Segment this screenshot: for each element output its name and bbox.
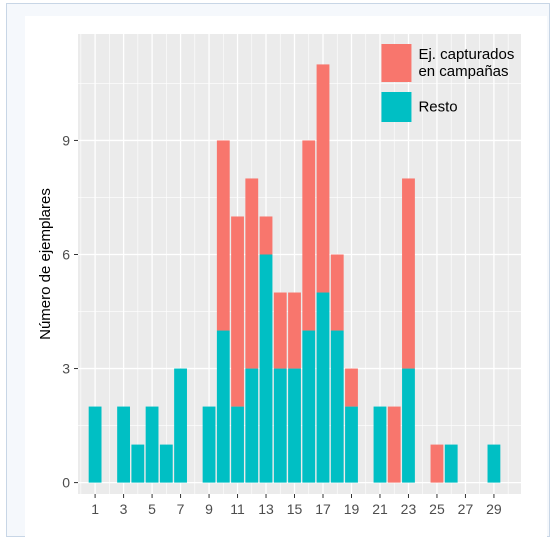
bar-segment — [174, 368, 187, 483]
bars-layer — [88, 64, 501, 483]
bar-segment — [330, 254, 344, 331]
y-tick-label: 0 — [62, 475, 70, 491]
bar-segment — [288, 292, 301, 369]
bar-segment — [316, 64, 330, 293]
bar-segment — [273, 292, 287, 369]
x-tick-label: 1 — [91, 501, 99, 517]
bar-segment — [159, 444, 173, 483]
bar-segment — [117, 406, 130, 483]
bar-segment — [402, 178, 415, 369]
bar-segment — [430, 444, 444, 483]
bar-segment — [231, 406, 244, 483]
bar-segment — [402, 368, 415, 483]
x-tick-label: 15 — [287, 501, 303, 517]
bar-segment — [345, 368, 358, 407]
bar-segment — [373, 406, 387, 483]
bar-segment — [288, 368, 301, 483]
legend-label: Ej. capturados en campañas — [418, 46, 514, 80]
bar-segment — [145, 406, 159, 483]
x-tick-label: 29 — [486, 501, 502, 517]
bar-segment — [88, 406, 102, 483]
bar-segment — [245, 178, 259, 369]
x-tick-label: 7 — [177, 501, 185, 517]
x-axis: 1 3 5 7 9 11 13 15 17 19 21 23 25 27 29 — [91, 494, 502, 517]
bar-segment — [216, 330, 230, 483]
x-tick-label: 13 — [258, 501, 274, 517]
x-tick-label: 25 — [429, 501, 445, 517]
x-tick-label: 5 — [148, 501, 156, 517]
bar-segment — [302, 330, 316, 483]
bar-segment — [245, 368, 259, 483]
bar-segment — [387, 406, 401, 483]
bar-segment — [259, 216, 273, 255]
bar-segment — [231, 216, 244, 407]
bar-segment — [202, 406, 216, 483]
grid-minor — [78, 34, 521, 494]
y-tick-label: 9 — [62, 132, 70, 148]
legend-key — [381, 92, 412, 122]
legend-key — [381, 44, 412, 82]
y-axis-title: Número de ejemplares — [37, 188, 54, 340]
bar-segment — [131, 444, 145, 483]
legend: Ej. capturados en campañas Resto — [381, 44, 514, 122]
y-axis: 0 3 6 9 — [62, 132, 78, 491]
x-tick-label: 11 — [230, 501, 245, 517]
legend-label: Resto — [418, 99, 457, 116]
x-tick-label: 21 — [372, 501, 388, 517]
bar-segment — [316, 292, 330, 483]
bar-segment — [444, 444, 458, 483]
x-tick-label: 3 — [120, 501, 128, 517]
x-tick-label: 9 — [205, 501, 213, 517]
bar-segment — [487, 444, 501, 483]
x-tick-label: 23 — [401, 501, 417, 517]
y-tick-label: 3 — [62, 361, 70, 377]
bar-segment — [259, 254, 273, 483]
y-tick-label: 6 — [62, 246, 70, 262]
x-tick-label: 27 — [458, 501, 474, 517]
bar-segment — [302, 140, 316, 331]
bar-segment — [345, 406, 358, 483]
bar-segment — [273, 368, 287, 483]
x-tick-label: 17 — [315, 501, 331, 517]
x-tick-label: 19 — [344, 501, 360, 517]
bar-segment — [216, 140, 230, 331]
bar-segment — [330, 330, 344, 483]
